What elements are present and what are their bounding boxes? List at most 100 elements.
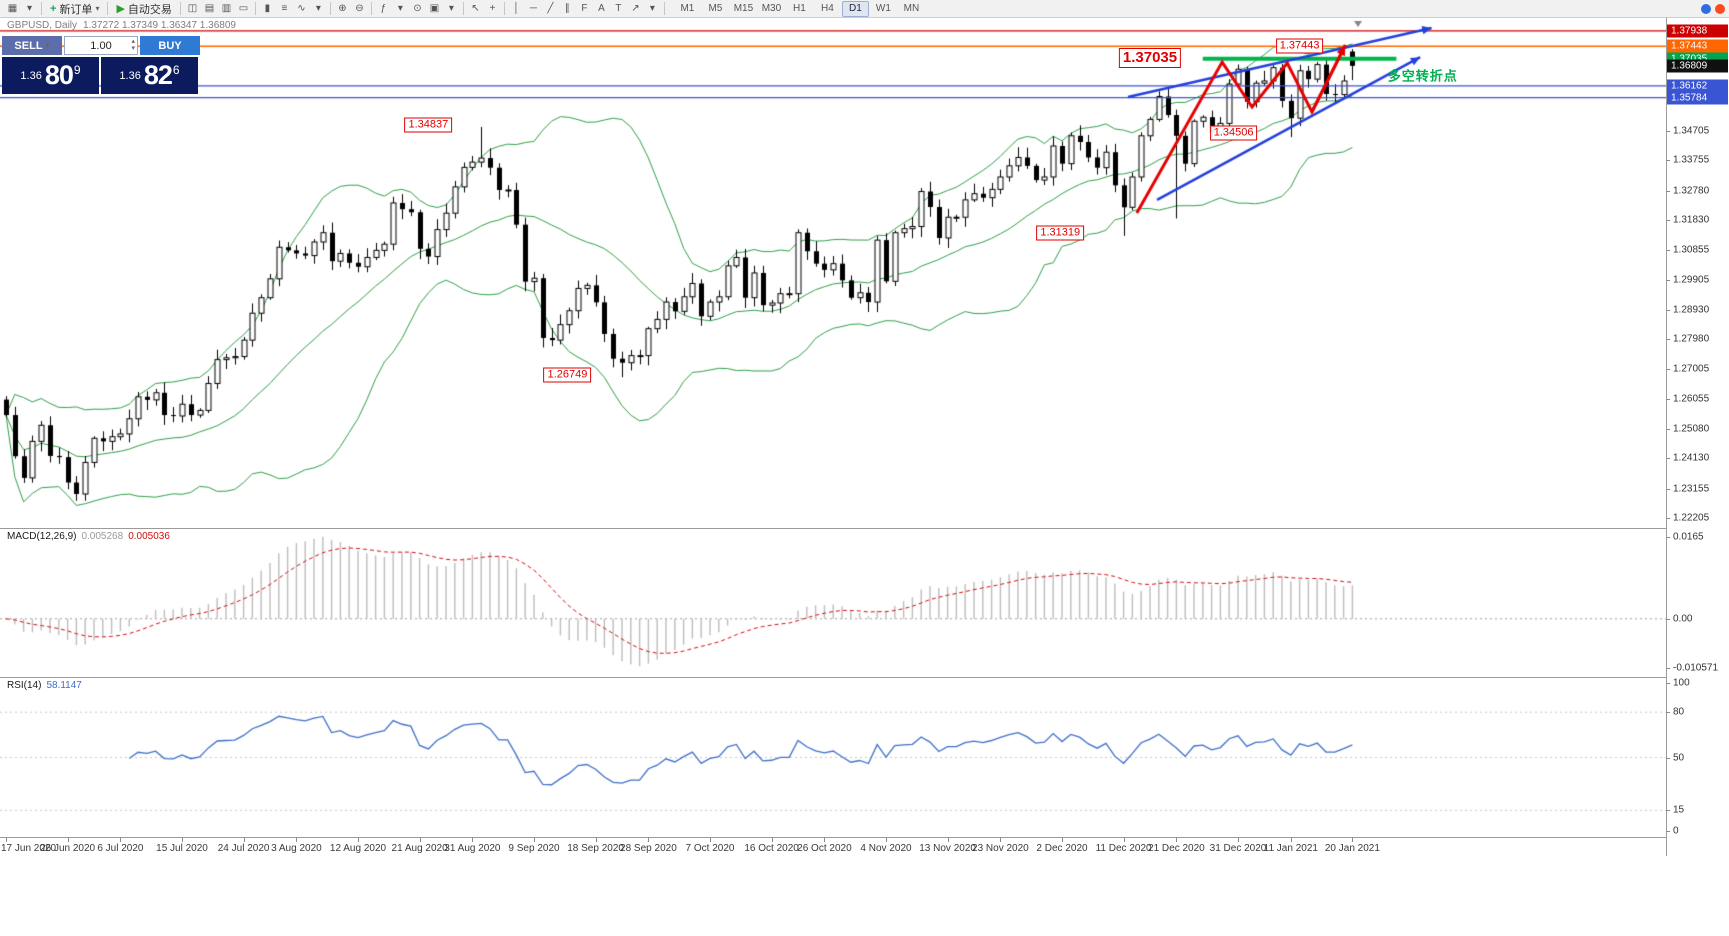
toolbar-separator [462,2,464,15]
time-axis-tick [6,838,7,842]
horizontal-line-icon[interactable]: ─ [525,1,542,16]
price-annotation[interactable]: 1.31319 [1036,225,1085,241]
panel-separator[interactable] [0,528,1666,529]
price-annotation[interactable]: 1.26749 [543,367,592,383]
vertical-line-icon[interactable]: │ [508,1,525,16]
sell-button-label: SELL [14,39,43,52]
crosshair-icon[interactable]: + [484,1,501,16]
bar-chart-icon[interactable]: ≡ [276,1,293,16]
trendline-icon: ╱ [547,3,554,14]
buy-price-button[interactable]: 1.36 82 6 [101,57,198,94]
templates-caret-icon[interactable]: ▾ [443,1,460,16]
volume-value: 1.00 [90,39,112,52]
arrow-tool-icon: ↗ [631,3,640,14]
main-chart-canvas[interactable] [0,18,1666,528]
channel-icon[interactable]: ∥ [559,1,576,16]
timeframe-m5-button[interactable]: M5 [708,3,723,14]
label-icon[interactable]: T [610,1,627,16]
indicators-icon[interactable]: ƒ [375,1,392,16]
time-axis-label: 20 Jan 2021 [1324,843,1380,854]
timeframe-mn-button[interactable]: MN [903,3,920,14]
price-axis-label: 1.27005 [1673,363,1710,375]
volume-up-icon[interactable]: ▴ [131,38,135,45]
templates-icon[interactable]: ▣ [426,1,443,16]
panel-separator[interactable] [0,837,1666,838]
price-annotation[interactable]: 1.37443 [1275,38,1324,54]
terminal-icon[interactable]: ▭ [235,1,252,16]
autotrading-button[interactable]: ▶ 自动交易 [111,1,176,16]
sell-price-pips: 80 [44,60,74,90]
time-axis-tick [1352,838,1354,842]
candlestick-chart-icon: ▮ [264,3,271,14]
time-axis-tick [472,838,474,842]
volume-down-icon[interactable]: ▾ [131,45,135,52]
zoom-in-icon[interactable]: ⊕ [334,1,351,16]
timeframe-h4-button[interactable]: H4 [821,3,834,14]
buy-button-label: BUY [158,39,182,52]
new-order-icon: + [50,2,57,15]
chart-type-caret-icon[interactable]: ▾ [310,1,327,16]
price-annotation[interactable]: 1.34506 [1209,125,1258,141]
cursor-icon: ↖ [471,3,480,14]
timeframe-w1-button[interactable]: W1 [875,3,891,14]
turning-point-note[interactable]: 多空转折点 [1387,68,1458,84]
terminal-icon: ▭ [238,3,249,14]
status-red-icon[interactable] [1715,3,1725,14]
timeframe-m15-button[interactable]: M15 [733,3,754,14]
chart-title: GBPUSD, Daily 1.37272 1.37349 1.36347 1.3… [7,20,236,31]
time-axis-label: 26 Jun 2020 [40,843,96,854]
market-watch-icon: ▤ [204,3,215,14]
sell-button[interactable]: SELL ▾ [2,36,62,55]
time-axis-label: 7 Oct 2020 [685,843,735,854]
status-blue-icon[interactable] [1701,3,1711,14]
price-axis-label: 1.33755 [1673,154,1710,166]
text-icon[interactable]: A [593,1,610,16]
line-chart-icon[interactable]: ∿ [293,1,310,16]
time-axis-tick [771,838,773,842]
indicators-caret-icon[interactable]: ▾ [392,1,409,16]
time-axis-tick [710,838,711,842]
macd-panel-canvas[interactable] [0,529,1666,677]
candlestick-chart-icon[interactable]: ▮ [259,1,276,16]
market-watch-icon[interactable]: ▤ [201,1,218,16]
time-axis-label: 12 Aug 2020 [329,843,387,854]
price-axis-marker: 1.36162 [1667,79,1728,93]
bar-chart-icon: ≡ [281,3,288,14]
navigator-icon[interactable]: ▥ [218,1,235,16]
zoom-out-icon[interactable]: ⊖ [351,1,368,16]
timeframe-m1-button[interactable]: M1 [680,3,695,14]
time-axis-tick [534,838,535,842]
objects-caret-icon[interactable]: ▾ [644,1,661,16]
chart-list-caret-icon[interactable]: ▾ [21,1,38,16]
time-axis-label: 23 Nov 2020 [972,843,1029,854]
price-axis-label: 1.28930 [1673,304,1710,316]
indicators-icon: ƒ [380,3,387,14]
chart-window-icon[interactable]: ◫ [184,1,201,16]
price-axis-label: 1.30855 [1673,244,1710,256]
trendline-icon[interactable]: ╱ [542,1,559,16]
timeframe-m30-button[interactable]: M30 [761,3,782,14]
rsi-panel-canvas[interactable] [0,678,1666,837]
price-annotation[interactable]: 1.37035 [1118,48,1182,69]
sell-price-button[interactable]: 1.36 80 9 [2,57,99,94]
timeframe-h1-button[interactable]: H1 [793,3,806,14]
fibonacci-icon[interactable]: F [576,1,593,16]
time-axis-label: 21 Aug 2020 [391,843,448,854]
cursor-icon[interactable]: ↖ [467,1,484,16]
price-axis-tick [1666,369,1670,371]
price-annotation[interactable]: 1.34837 [404,117,453,133]
buy-button[interactable]: BUY [140,36,200,55]
arrow-tool-icon[interactable]: ↗ [627,1,644,16]
time-axis-tick [243,838,245,842]
clock-icon[interactable]: ⊙ [409,1,426,16]
panel-separator[interactable] [0,677,1666,678]
buy-price-figure: 1.36 [119,69,141,82]
time-axis-tick [296,838,298,842]
volume-input[interactable]: 1.00 ▴ ▾ [64,36,138,55]
timeframe-d1-button[interactable]: D1 [841,0,869,17]
zoom-out-icon: ⊖ [355,3,364,14]
new-chart-icon[interactable]: ▦ [4,1,21,16]
price-axis-tick [1666,250,1670,252]
new-order-button[interactable]: + 新订单 ▾ [45,1,104,16]
